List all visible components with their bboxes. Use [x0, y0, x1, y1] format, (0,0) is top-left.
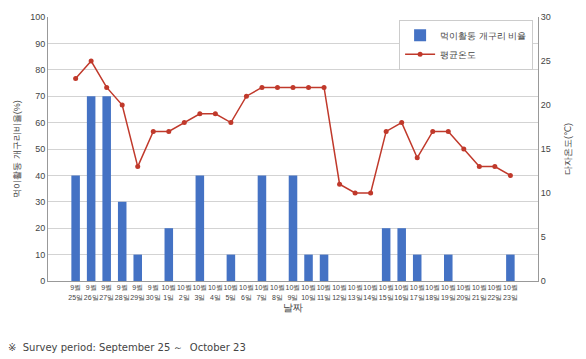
- svg-text:20: 20: [541, 100, 551, 110]
- svg-text:10월12일: 10월12일: [332, 284, 347, 300]
- svg-text:10월1일: 10월1일: [161, 284, 176, 300]
- svg-text:평균온도: 평균온도: [440, 50, 476, 60]
- svg-text:※ Survey period: September 25: ※ Survey period: September 25 ～ October …: [8, 342, 246, 353]
- svg-text:0: 0: [541, 276, 546, 286]
- svg-text:30: 30: [35, 197, 45, 207]
- svg-text:10월9일: 10월9일: [286, 284, 301, 300]
- svg-text:10월6일: 10월6일: [239, 284, 254, 300]
- svg-text:10월23일: 10월23일: [503, 284, 518, 300]
- svg-text:50: 50: [35, 144, 45, 154]
- svg-text:10월8일: 10월8일: [270, 284, 285, 300]
- svg-text:20: 20: [35, 223, 45, 233]
- svg-text:10월3일: 10월3일: [192, 284, 207, 300]
- svg-text:10월14일: 10월14일: [363, 284, 378, 300]
- svg-text:40: 40: [35, 171, 45, 181]
- svg-text:10월2일: 10월2일: [177, 284, 192, 300]
- svg-text:10월21일: 10월21일: [472, 284, 487, 300]
- svg-text:9월27일: 9월27일: [99, 284, 114, 300]
- svg-text:0: 0: [40, 276, 45, 286]
- svg-text:10월22일: 10월22일: [487, 284, 502, 300]
- svg-text:70: 70: [35, 91, 45, 101]
- svg-text:9월29일: 9월29일: [130, 284, 145, 300]
- svg-text:9월30일: 9월30일: [146, 284, 161, 300]
- svg-text:9월28일: 9월28일: [115, 284, 130, 300]
- svg-text:10: 10: [35, 250, 45, 260]
- svg-text:10월4일: 10월4일: [208, 284, 223, 300]
- svg-text:10월5일: 10월5일: [223, 284, 238, 300]
- svg-text:10월11일: 10월11일: [317, 284, 332, 300]
- svg-text:60: 60: [35, 118, 45, 128]
- svg-text:10: 10: [541, 188, 551, 198]
- svg-text:10월20일: 10월20일: [456, 284, 471, 300]
- svg-text:80: 80: [35, 65, 45, 75]
- svg-text:100: 100: [30, 12, 45, 22]
- svg-text:9월25일: 9월25일: [68, 284, 83, 300]
- svg-text:15: 15: [541, 144, 551, 154]
- svg-text:9월26일: 9월26일: [84, 284, 99, 300]
- svg-text:10월18일: 10월18일: [425, 284, 440, 300]
- svg-text:10월16일: 10월16일: [394, 284, 409, 300]
- svg-text:10월13일: 10월13일: [348, 284, 363, 300]
- svg-text:5: 5: [541, 232, 546, 242]
- svg-text:10월7일: 10월7일: [255, 284, 270, 300]
- svg-text:날짜: 날짜: [283, 302, 303, 313]
- svg-text:10월19일: 10월19일: [441, 284, 456, 300]
- svg-text:먹이활동 개구리비율(%): 먹이활동 개구리비율(%): [12, 100, 22, 198]
- svg-text:다자온도(℃): 다자온도(℃): [563, 123, 573, 175]
- svg-text:25: 25: [541, 56, 551, 66]
- svg-text:30: 30: [541, 12, 551, 22]
- svg-text:10월15일: 10월15일: [379, 284, 394, 300]
- svg-text:10월10일: 10월10일: [301, 284, 316, 300]
- svg-text:10월17일: 10월17일: [410, 284, 425, 300]
- svg-text:먹이활동 개구리 비율: 먹이활동 개구리 비율: [440, 31, 526, 41]
- svg-text:90: 90: [35, 39, 45, 49]
